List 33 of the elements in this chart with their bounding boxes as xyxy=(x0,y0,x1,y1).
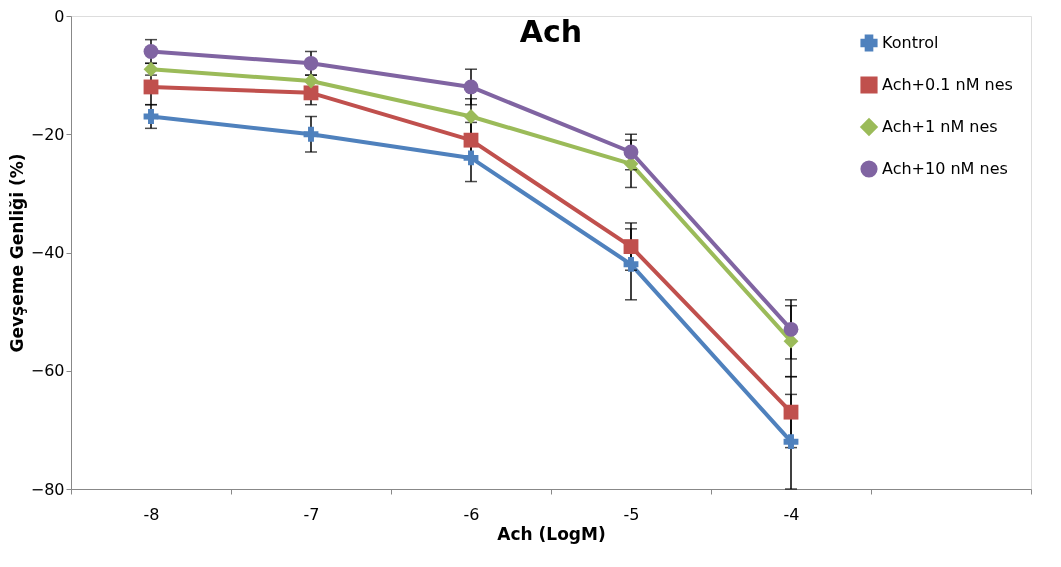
y-tick-label: −40 xyxy=(30,243,65,262)
point xyxy=(623,239,639,254)
x-tick-label: -4 xyxy=(783,504,800,524)
y-axis-title: Gevşeme Genliği (%) xyxy=(6,153,27,353)
y-tick-label: −20 xyxy=(30,124,65,144)
x-tick-label: -5 xyxy=(623,504,640,524)
y-tick-label: −80 xyxy=(30,479,65,499)
point xyxy=(463,109,479,124)
point xyxy=(303,73,319,89)
legend-label: Ach+10 nM nes xyxy=(882,159,1008,178)
point xyxy=(783,404,799,420)
point xyxy=(303,55,319,71)
x-tick-label: -6 xyxy=(463,504,480,524)
chart-title: Ach xyxy=(519,14,583,49)
point xyxy=(303,85,319,101)
point xyxy=(783,321,799,337)
y-tick-label: −60 xyxy=(30,361,65,381)
point xyxy=(463,79,479,95)
y-tick-label: 0 xyxy=(54,6,65,26)
point xyxy=(463,132,479,148)
legend-label: Kontrol xyxy=(882,33,939,52)
point xyxy=(783,434,799,450)
x-tick-label: -7 xyxy=(303,504,320,524)
point xyxy=(623,256,639,272)
x-axis-title: Ach (LogM) xyxy=(497,523,606,544)
legend-label: Ach+0.1 nM nes xyxy=(882,75,1013,94)
point xyxy=(623,144,639,160)
point xyxy=(463,150,479,166)
point xyxy=(303,126,319,142)
point xyxy=(143,44,159,59)
point xyxy=(143,109,159,124)
legend-label: Ach+1 nM nes xyxy=(882,117,998,136)
x-tick-label: -8 xyxy=(143,504,160,524)
